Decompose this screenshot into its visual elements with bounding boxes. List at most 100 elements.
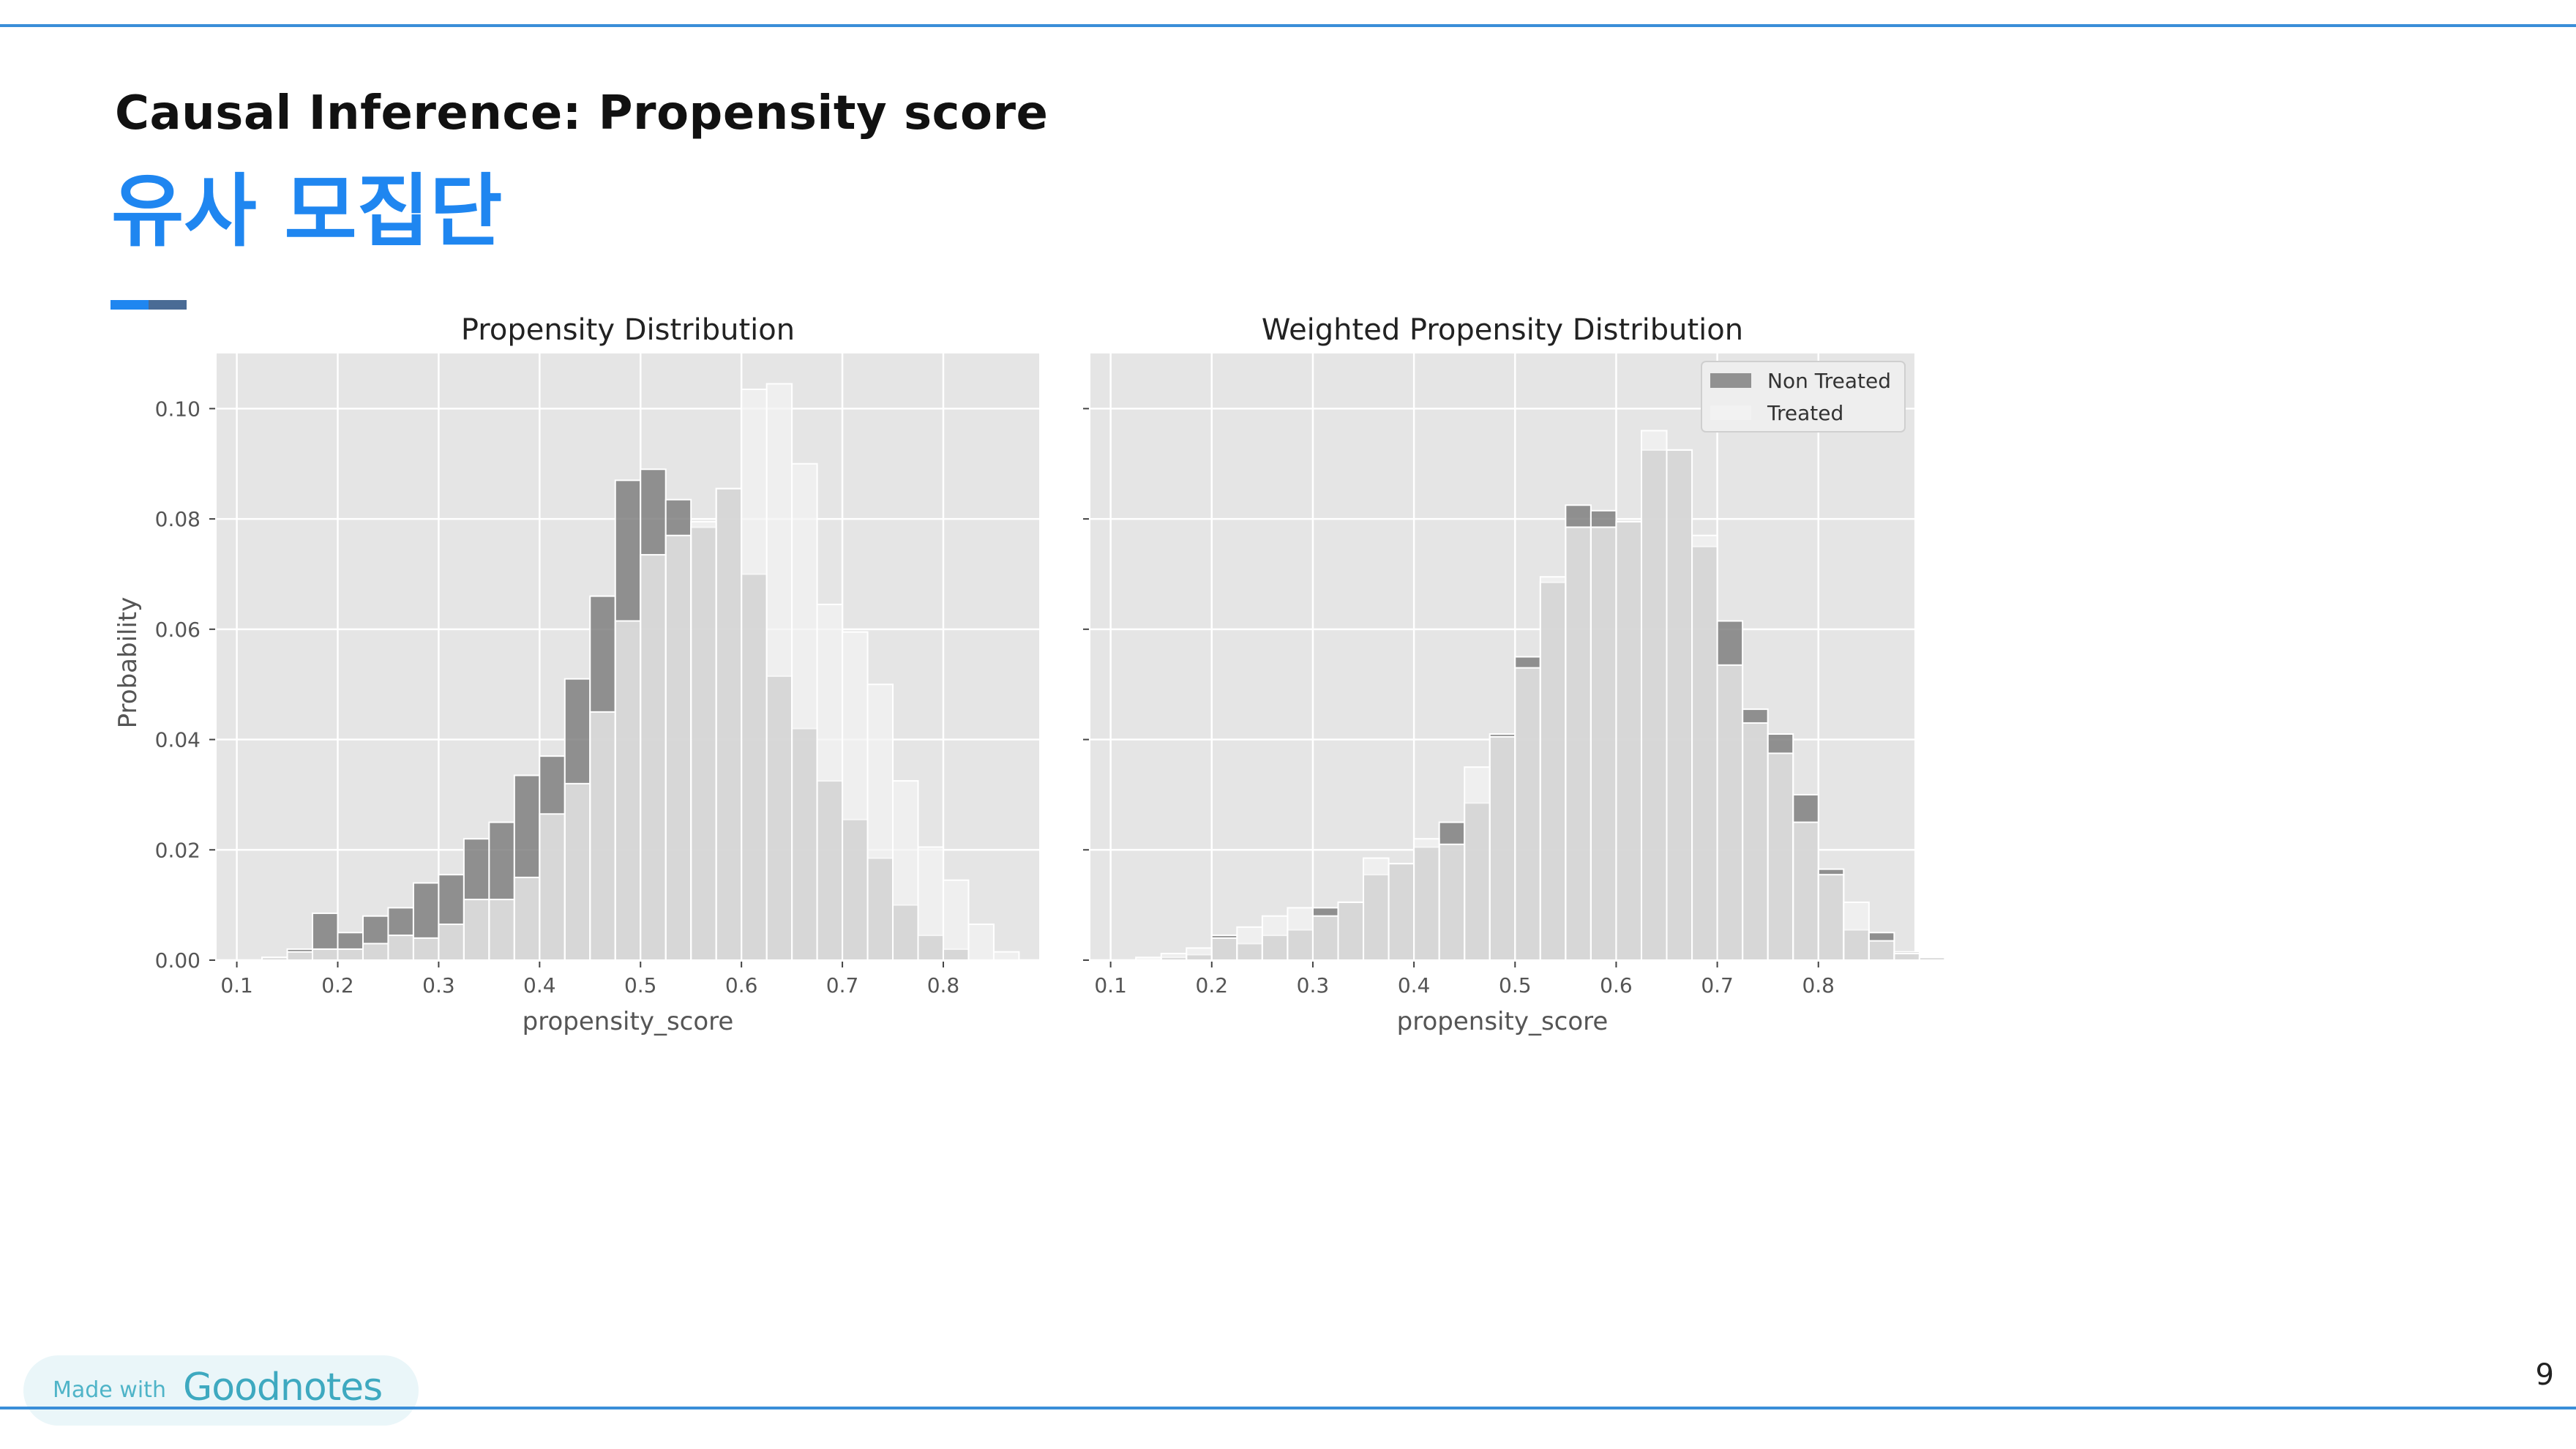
legend-swatch [1710,373,1751,388]
bar-treated [463,899,490,961]
bar-treated [1287,907,1314,961]
chart-title: Propensity Distribution [461,313,795,347]
bar-treated [842,631,869,961]
bar-treated [1160,952,1188,962]
bar-treated [1363,857,1390,961]
chart-weighted-propensity-distribution: 0.1 0.2 0.3 0.4 0.5 0.6 0.7 0.8 Weighted Propens… [1083,313,1971,1036]
bar-treated [1261,915,1289,962]
bar-treated [1666,449,1693,961]
bar-treated [1236,926,1263,962]
bar-treated [917,846,944,961]
bar-treated [1186,947,1213,962]
bar-treated [412,937,440,961]
y-tick-label: 0.10 [155,397,201,421]
bottom-rule [0,1407,2576,1409]
y-tick-label: 0.06 [155,618,201,642]
bar-treated [1868,940,1895,961]
y-tick-label: 0.00 [155,948,201,973]
bar-treated [1691,534,1718,961]
y-tick-label: 0.08 [155,507,201,531]
bar-treated [1944,958,1971,961]
x-tick-label: 0.8 [927,973,960,997]
bar-treated [892,780,919,962]
bar-treated [664,534,692,961]
bar-treated [1413,838,1440,961]
legend-label: Treated [1767,401,1843,425]
bar-treated [261,956,288,961]
bar-treated [1817,874,1845,962]
bar-treated [992,951,1020,961]
bar-treated [967,924,995,962]
y-tick-label: 0.02 [155,838,201,862]
goodnotes-badge[interactable]: Made with Goodnotes [23,1355,419,1426]
bar-treated [614,620,642,961]
badge-goodnotes-logo: Goodnotes [183,1366,383,1409]
x-tick-label: 0.6 [1600,973,1633,997]
bar-treated [942,879,970,962]
bar-treated [1438,843,1466,961]
bar-treated [564,782,591,961]
legend-label: Non Treated [1767,369,1891,393]
bar-treated [1311,915,1339,962]
bar-treated [539,813,566,962]
x-tick-label: 0.1 [1094,973,1127,997]
x-axis-label: propensity_score [523,1007,734,1036]
x-tick-label: 0.3 [1297,973,1330,997]
bar-treated [1464,766,1491,962]
bar-treated [1514,667,1541,962]
bar-treated [1388,863,1415,962]
y-tick-label: 0.04 [155,728,201,752]
chart-title: Weighted Propensity Distribution [1262,313,1743,347]
bar-treated [1792,821,1819,962]
x-tick-label: 0.4 [523,973,556,997]
x-tick-label: 0.2 [321,973,354,997]
legend-swatch [1710,405,1751,420]
x-tick-label: 0.3 [422,973,455,997]
bar-treated [1135,956,1162,961]
bar-treated [765,383,793,961]
y-axis-label: Probability [113,597,143,729]
bar-treated [791,463,818,961]
bar-treated [816,603,844,961]
accent-bar-blue [111,300,149,310]
bar-treated [1767,752,1794,961]
bar-treated [312,948,339,961]
bar-treated [866,684,894,961]
bar-treated [1640,430,1668,961]
bar-treated [1893,952,1920,962]
bar-treated [337,948,364,961]
bar-treated [387,935,414,961]
bar-treated [1565,526,1592,961]
bar-treated [690,520,717,961]
bar-treated [513,876,541,962]
x-tick-label: 0.5 [1499,973,1532,997]
bar-treated [1337,901,1365,961]
bar-treated [1742,722,1769,961]
x-axis-label: propensity_score [1397,1007,1609,1036]
bar-treated [640,554,667,961]
bar-treated [741,388,768,961]
top-rule [0,24,2576,27]
bar-treated [1615,520,1642,961]
accent-bar-slate [149,300,187,310]
x-tick-label: 0.8 [1802,973,1835,997]
bar-treated [715,487,743,961]
bar-treated [362,943,389,961]
badge-made-with: Made with [53,1377,166,1403]
x-tick-label: 0.4 [1398,973,1431,997]
bar-treated [1590,526,1617,961]
bar-treated [438,924,465,962]
bar-treated [1918,956,1946,961]
x-tick-label: 0.2 [1196,973,1229,997]
x-tick-label: 0.1 [220,973,253,997]
slide-heading: 유사 모집단 [111,166,503,258]
x-tick-label: 0.5 [624,973,657,997]
bar-treated [1210,937,1238,961]
bar-treated [1843,901,1870,961]
x-tick-label: 0.7 [826,973,859,997]
legend-box [1701,361,1906,433]
bar-treated [286,951,314,961]
bar-treated [488,899,515,961]
bar-treated [589,711,616,961]
